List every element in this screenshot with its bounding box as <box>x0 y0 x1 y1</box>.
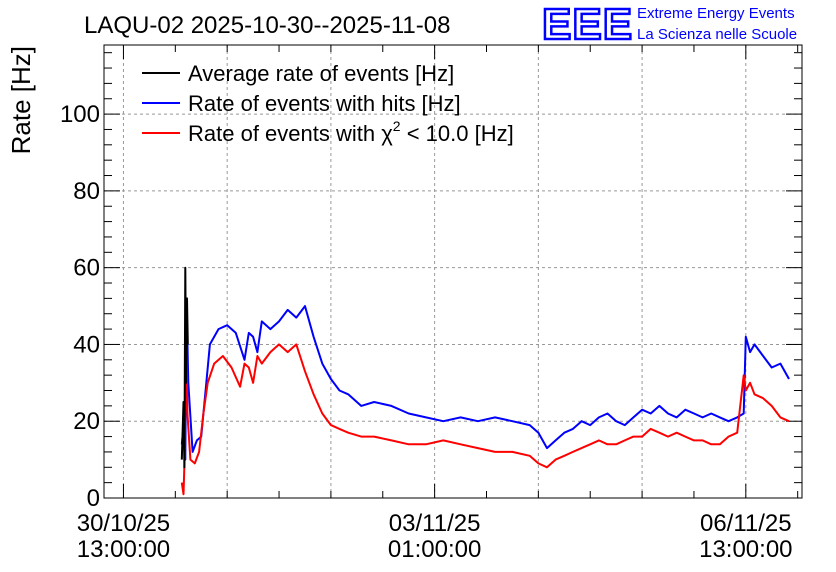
legend-chi2-suffix: < 10.0 [Hz] <box>401 121 514 146</box>
legend-chi2-sup: 2 <box>393 118 401 134</box>
logo-line-2: La Scienza nelle Scuole <box>637 26 797 43</box>
y-axis-label: Rate [Hz] <box>6 46 36 154</box>
series-lines <box>180 266 790 496</box>
y-tick-label: 80 <box>73 178 100 205</box>
legend-chi2-prefix: Rate of events with <box>188 121 381 146</box>
legend-label-hits: Rate of events with hits [Hz] <box>188 91 461 116</box>
plot-frame <box>103 44 803 499</box>
x-tick-label-time: 13:00:00 <box>77 536 170 563</box>
x-tick-label-date: 06/11/25 <box>700 510 792 537</box>
x-tick-label-date: 03/11/25 <box>389 510 481 537</box>
x-tick-label-time: 01:00:00 <box>388 536 481 563</box>
legend-label-average: Average rate of events [Hz] <box>188 61 454 86</box>
logo-line-1: Extreme Energy Events <box>637 5 795 22</box>
grid-lines <box>104 45 802 498</box>
chart-title: LAQU-02 2025-10-30--2025-11-08 <box>84 12 450 39</box>
eee-logo-mark: EEE <box>542 0 633 49</box>
eee-logo: EEE Extreme Energy Events La Scienza nel… <box>541 0 797 50</box>
x-tick-label-date: 30/10/25 <box>77 510 170 537</box>
series-line-1 <box>180 297 790 461</box>
series-line-2 <box>180 328 790 496</box>
y-tick-label: 60 <box>73 255 100 282</box>
tick-labels: 02040608010030/10/2513:00:0003/11/2501:0… <box>60 101 793 563</box>
y-tick-label: 100 <box>60 101 100 128</box>
y-tick-label: 40 <box>73 331 100 358</box>
axis-ticks <box>104 45 802 499</box>
legend-label-chi2: Rate of events with χ2 < 10.0 [Hz] <box>188 118 514 146</box>
legend-chi2-symbol: χ <box>381 121 393 146</box>
y-tick-label: 20 <box>73 408 100 435</box>
y-tick-label: 0 <box>87 485 100 512</box>
x-tick-label-time: 13:00:00 <box>699 536 792 563</box>
series-line-0 <box>180 266 189 469</box>
legend: Average rate of events [Hz] Rate of even… <box>142 61 514 146</box>
